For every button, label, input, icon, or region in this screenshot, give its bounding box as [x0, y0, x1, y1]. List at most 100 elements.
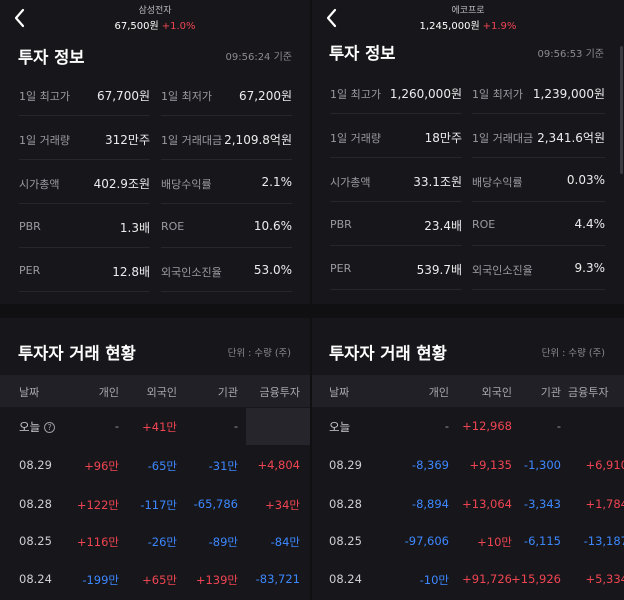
table-row: 오늘 - +12,968 - — [312, 408, 624, 445]
info-value: 402.9조원 — [93, 177, 150, 191]
table-row: 08.28 +122만 -117만 -65,786 +34만 — [0, 486, 310, 523]
info-cell: 1일 최저가 1,239,000원 — [472, 70, 605, 114]
right-stock-pane: 에코프로 1,245,000원 +1.9% 투자 정보 09:56:53 기준 1… — [312, 0, 624, 600]
info-cell: PER 12.8배 — [19, 248, 150, 292]
help-circle-icon[interactable]: ? — [44, 422, 56, 433]
investment-info-title: 투자 정보 — [18, 48, 85, 67]
info-cell: 배당수익률 2.1% — [161, 160, 292, 204]
stock-price: 67,500원 +1.0% — [0, 17, 310, 32]
table-row: 08.25 -97,606 +10만 -6,115 -13,187 — [312, 523, 624, 560]
cell-individual: -199만 — [82, 573, 119, 587]
section-divider — [312, 304, 624, 318]
cell-individual: -8,369 — [411, 458, 449, 472]
info-cell: 배당수익률 0.03% — [472, 158, 605, 202]
chevron-left-icon — [326, 8, 337, 28]
back-button[interactable] — [320, 6, 344, 30]
price-change: +1.0% — [161, 21, 196, 32]
info-value: 312만주 — [105, 133, 150, 147]
scrollbar[interactable] — [620, 46, 623, 174]
row-date: 08.29 — [19, 458, 52, 472]
stock-price: 1,245,000원 +1.9% — [312, 17, 624, 32]
info-cell: 1일 최고가 1,260,000원 — [330, 70, 462, 114]
info-cell: 외국인소진율 9.3% — [472, 246, 605, 290]
info-cell: PER 539.7배 — [330, 246, 462, 290]
date-text: 오늘 — [19, 420, 41, 434]
cell-financial-investment: -84만 — [270, 535, 300, 549]
info-row: 1일 거래량 312만주 1일 거래대금 2,109.8억원 — [0, 116, 310, 160]
info-value: 2.1% — [261, 175, 293, 189]
info-row: 1일 최고가 67,700원 1일 최저가 67,200원 — [0, 72, 310, 116]
column-header-foreign: 외국인 — [146, 386, 177, 399]
info-label: 1일 최저가 — [472, 88, 523, 101]
info-value: 12.8배 — [112, 265, 150, 279]
info-value: 9.3% — [574, 261, 606, 275]
info-row: 시가총액 33.1조원 배당수익률 0.03% — [312, 158, 624, 202]
info-value: 1.3배 — [119, 221, 150, 235]
stock-name: 삼성전자 — [138, 6, 172, 16]
info-label: 1일 거래량 — [19, 134, 70, 147]
info-label: 시가총액 — [330, 176, 371, 189]
row-date: 08.28 — [329, 497, 362, 511]
info-row: PER 539.7배 외국인소진율 9.3% — [312, 246, 624, 290]
cell-institution: -3,343 — [523, 497, 561, 511]
price-change: +1.9% — [482, 21, 517, 32]
back-button[interactable] — [8, 6, 32, 30]
column-header-individual: 개인 — [98, 386, 119, 399]
cell-individual: - — [114, 419, 119, 433]
table-row: 08.29 +96만 -65만 -31만 +4,804 — [0, 447, 310, 484]
cell-individual: - — [444, 419, 449, 433]
cell-individual: +116만 — [76, 535, 119, 549]
info-label: 1일 최고가 — [330, 88, 381, 101]
cell-financial-investment: +5,334 — [585, 572, 624, 586]
cell-institution: -65,786 — [193, 497, 238, 511]
info-row: PBR 23.4배 ROE 4.4% — [312, 202, 624, 246]
row-date: 08.24 — [329, 572, 362, 586]
column-header-foreign: 외국인 — [481, 386, 512, 399]
row-date: 08.29 — [329, 458, 362, 472]
info-value: 18만주 — [424, 131, 462, 145]
cell-institution: -1,300 — [523, 458, 561, 472]
table-row: 08.24 -10만 +91,726 +15,926 +5,334 — [312, 560, 624, 597]
cell-financial-investment: -13,187 — [583, 534, 624, 548]
info-value: 539.7배 — [416, 263, 462, 277]
info-cell: 1일 거래량 312만주 — [19, 116, 150, 160]
info-label: 1일 거래대금 — [472, 132, 534, 145]
cell-foreign: +65만 — [142, 573, 177, 587]
info-value: 33.1조원 — [413, 175, 462, 189]
info-value: 1,260,000원 — [389, 87, 462, 101]
info-label: ROE — [161, 220, 185, 233]
cell-financial-investment: +34만 — [265, 498, 300, 512]
info-row: 1일 최고가 1,260,000원 1일 최저가 1,239,000원 — [312, 70, 624, 114]
info-value: 2,109.8억원 — [224, 133, 292, 147]
cell-foreign: -65만 — [147, 459, 177, 473]
cell-foreign: +12,968 — [462, 419, 512, 433]
cell-individual: -8,894 — [411, 497, 449, 511]
column-header-individual: 개인 — [428, 386, 449, 399]
investor-trading-title: 투자자 거래 현황 — [18, 344, 136, 363]
investor-trading-title: 투자자 거래 현황 — [329, 344, 447, 363]
left-stock-pane: 삼성전자 67,500원 +1.0% 투자 정보 09:56:24 기준 1일 최… — [0, 0, 310, 600]
info-value: 67,200원 — [238, 89, 292, 103]
info-row: 1일 거래량 18만주 1일 거래대금 2,341.6억원 — [312, 114, 624, 158]
cell-foreign: -117만 — [140, 498, 177, 512]
info-cell: 1일 최저가 67,200원 — [161, 72, 292, 116]
info-value: 0.03% — [566, 173, 605, 187]
cell-institution: +139만 — [195, 573, 238, 587]
cell-institution: - — [556, 419, 561, 433]
row-date: 08.24 — [19, 572, 52, 586]
info-cell: ROE 4.4% — [472, 202, 605, 246]
info-value: 23.4배 — [424, 219, 462, 233]
cell-individual: +122만 — [76, 498, 119, 512]
today-empty-cell — [246, 408, 310, 445]
cell-foreign: +41만 — [142, 420, 177, 434]
info-label: PER — [330, 262, 352, 275]
column-header-date: 날짜 — [19, 386, 40, 399]
info-label: 시가총액 — [19, 178, 60, 191]
column-header-date: 날짜 — [329, 386, 350, 399]
cell-individual: -97,606 — [404, 534, 449, 548]
info-row: PER 12.8배 외국인소진율 53.0% — [0, 248, 310, 292]
table-row: 08.28 -8,894 +13,064 -3,343 +1,784 — [312, 486, 624, 523]
info-cell: PBR 23.4배 — [330, 202, 462, 246]
trading-table-header: 날짜 개인 외국인 기관 금융투자 — [0, 375, 310, 407]
info-cell: 1일 거래대금 2,341.6억원 — [472, 114, 605, 158]
